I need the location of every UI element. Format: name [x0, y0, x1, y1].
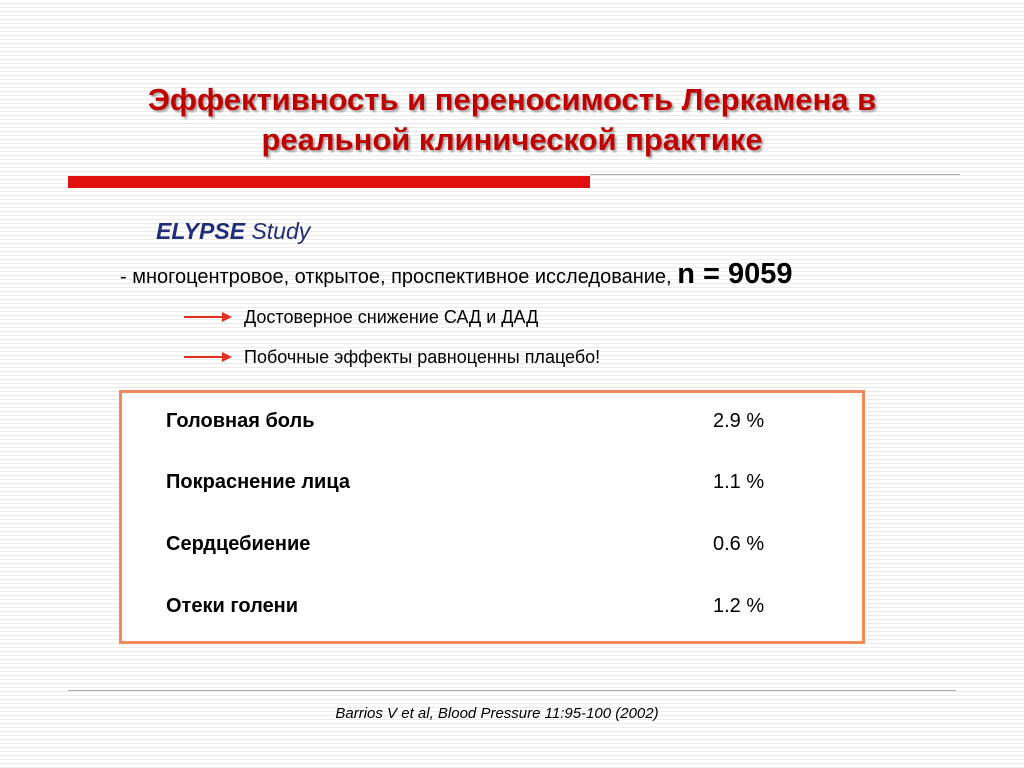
- table-row: Сердцебиение 0.6 %: [166, 533, 806, 561]
- side-effect-value: 0.6 %: [713, 533, 765, 555]
- side-effect-name: Головная боль: [166, 410, 315, 432]
- table-row: Покраснение лица 1.1 %: [166, 471, 806, 499]
- slide-title: Эффективность и переносимость Леркамена …: [60, 80, 964, 160]
- study-design-text: - многоцентровое, открытое, проспективно…: [120, 266, 672, 288]
- citation: Barrios V et al, Blood Pressure 11:95-10…: [335, 705, 659, 722]
- arrow-right-icon: [184, 312, 232, 322]
- side-effect-name: Отеки голени: [166, 595, 299, 617]
- side-effects-table: Головная боль 2.9 % Покраснение лица 1.1…: [119, 390, 865, 644]
- study-word: Study: [251, 218, 311, 244]
- footer-rule: [68, 690, 956, 691]
- title-accent-rule: [68, 176, 590, 188]
- study-name: ELYPSE: [156, 218, 246, 244]
- finding-text: Достоверное снижение САД и ДАД: [244, 306, 539, 327]
- finding-item: Побочные эффекты равноценны плацебо!: [184, 345, 600, 369]
- study-heading: ELYPSE Study: [156, 218, 310, 245]
- side-effect-value: 1.2 %: [713, 595, 765, 617]
- table-row: Головная боль 2.9 %: [166, 410, 806, 438]
- side-effect-value: 1.1 %: [713, 471, 765, 493]
- title-thin-rule: [590, 174, 960, 175]
- sample-size: n = 9059: [677, 258, 793, 290]
- side-effect-name: Покраснение лица: [166, 471, 350, 493]
- table-row: Отеки голени 1.2 %: [166, 595, 806, 623]
- side-effect-name: Сердцебиение: [166, 533, 311, 555]
- finding-text: Побочные эффекты равноценны плацебо!: [244, 346, 601, 367]
- title-line-1: Эффективность и переносимость Леркамена …: [147, 82, 877, 117]
- finding-item: Достоверное снижение САД и ДАД: [184, 305, 538, 329]
- study-design: - многоцентровое, открытое, проспективно…: [120, 258, 792, 291]
- arrow-right-icon: [184, 352, 232, 362]
- title-line-2: реальной клинической практике: [261, 122, 763, 157]
- side-effect-value: 2.9 %: [713, 410, 765, 432]
